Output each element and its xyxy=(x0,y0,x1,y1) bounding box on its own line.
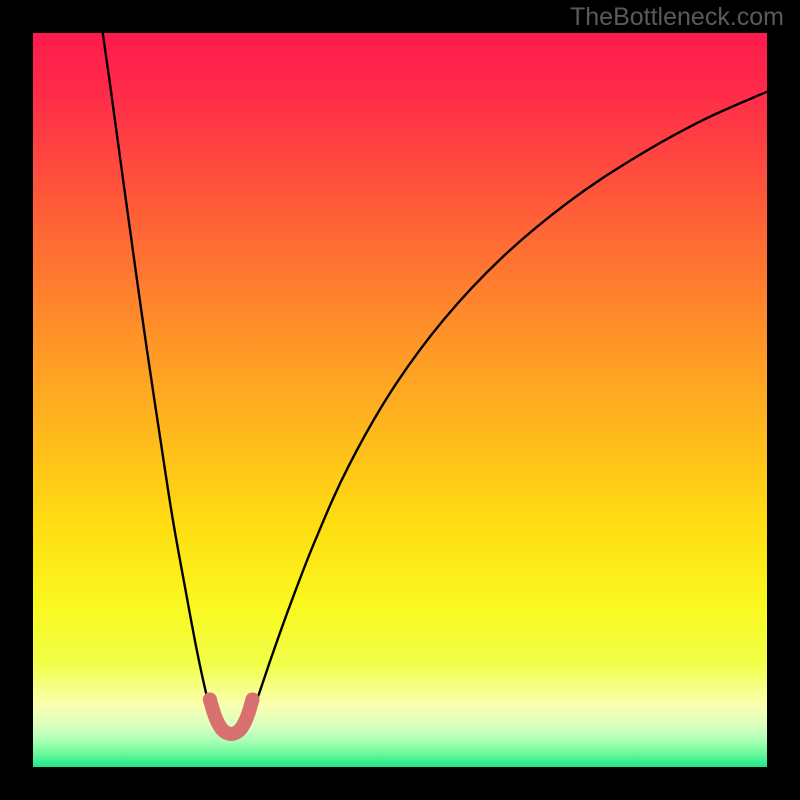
watermark-text: TheBottleneck.com xyxy=(570,3,784,32)
chart-overlay-svg xyxy=(0,0,800,800)
trough-marker xyxy=(242,705,256,719)
curve-right-branch xyxy=(250,92,767,717)
trough-marker xyxy=(245,692,259,706)
curve-left-branch xyxy=(103,33,213,717)
trough-marker xyxy=(203,692,217,706)
